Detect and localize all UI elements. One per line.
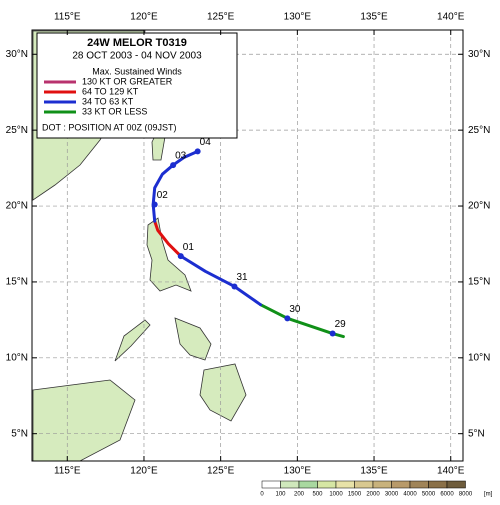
x-tick-label: 115°E bbox=[54, 12, 81, 23]
x-tick-label: 135°E bbox=[360, 12, 388, 23]
track-segment bbox=[153, 219, 183, 258]
scale-label: 0 bbox=[260, 492, 264, 498]
y-tick-label: 30°N bbox=[468, 49, 490, 60]
scale-swatch bbox=[261, 480, 281, 489]
scale-swatch bbox=[409, 480, 429, 489]
position-label: 31 bbox=[236, 272, 248, 283]
scale-swatch bbox=[354, 480, 374, 489]
scale-label: 500 bbox=[312, 492, 323, 498]
position-dot bbox=[194, 148, 201, 155]
track-segment bbox=[179, 254, 263, 307]
map-frame bbox=[31, 29, 464, 462]
scale-unit: [m] bbox=[484, 492, 493, 498]
y-tick-label: 25°N bbox=[468, 125, 490, 136]
mindanao bbox=[199, 363, 247, 422]
x-tick-label: 120°E bbox=[130, 12, 158, 23]
scale-swatch bbox=[298, 480, 318, 489]
visayas bbox=[174, 317, 212, 361]
x-tick-label: 130°E bbox=[284, 12, 312, 23]
y-tick-label: 5°N bbox=[11, 428, 28, 439]
y-tick-label: 20°N bbox=[468, 201, 490, 212]
y-tick-label: 10°N bbox=[6, 352, 28, 363]
y-tick-label: 10°N bbox=[468, 352, 490, 363]
x-tick-label: 135°E bbox=[360, 466, 388, 477]
position-dot bbox=[329, 330, 336, 337]
y-tick-label: 15°N bbox=[6, 277, 28, 288]
legend-note: DOT : POSITION AT 00Z (09JST) bbox=[42, 122, 177, 132]
scale-label: 8000 bbox=[459, 492, 473, 498]
scale-swatch bbox=[335, 480, 355, 489]
scale-swatch bbox=[317, 480, 337, 489]
scale-label: 1000 bbox=[329, 492, 343, 498]
scale-label: 200 bbox=[294, 492, 305, 498]
y-tick-label: 25°N bbox=[6, 125, 28, 136]
legend-box bbox=[36, 32, 238, 139]
track-segment bbox=[259, 303, 345, 339]
position-dot bbox=[284, 315, 291, 322]
scale-label: 5000 bbox=[422, 492, 436, 498]
scale-label: 4000 bbox=[403, 492, 417, 498]
legend-label: 33 KT OR LESS bbox=[82, 106, 147, 116]
scale-swatch bbox=[280, 480, 300, 489]
y-tick-label: 5°N bbox=[468, 428, 485, 439]
x-tick-label: 125°E bbox=[207, 12, 235, 23]
position-dot bbox=[231, 283, 238, 290]
position-label: 02 bbox=[157, 190, 169, 201]
scale-swatch bbox=[428, 480, 448, 489]
scale-label: 3000 bbox=[385, 492, 399, 498]
position-label: 29 bbox=[335, 319, 347, 330]
legend-label: 64 TO 129 KT bbox=[82, 86, 139, 96]
scale-label: 2000 bbox=[366, 492, 380, 498]
elevation-scale: 0 100 200 500 1000 1500 2000 3000 4000 5000 6000 80… bbox=[260, 480, 493, 498]
position-label: 04 bbox=[200, 137, 212, 148]
palawan bbox=[114, 319, 151, 362]
subtitle: 28 OCT 2003 - 04 NOV 2003 bbox=[72, 51, 202, 62]
y-tick-label: 20°N bbox=[6, 201, 28, 212]
position-label: 30 bbox=[289, 304, 301, 315]
position-label: 01 bbox=[183, 242, 195, 253]
title: 24W MELOR T0319 bbox=[87, 37, 187, 49]
y-tick-label: 15°N bbox=[468, 277, 490, 288]
legend-label: 130 KT OR GREATER bbox=[82, 76, 173, 86]
x-tick-label: 140°E bbox=[437, 466, 465, 477]
position-dot bbox=[177, 253, 184, 260]
scale-swatch bbox=[372, 480, 392, 489]
position-dot bbox=[151, 201, 158, 208]
x-tick-label: 140°E bbox=[437, 12, 465, 23]
scale-swatch bbox=[446, 480, 466, 489]
track: 29 30 31 01 02 03 04 bbox=[151, 137, 347, 339]
scale-label: 6000 bbox=[440, 492, 454, 498]
x-tick-label: 125°E bbox=[207, 466, 235, 477]
x-tick-label: 120°E bbox=[130, 466, 158, 477]
legend-label: 34 TO 63 KT bbox=[82, 96, 134, 106]
legend-heading: Max. Sustained Winds bbox=[92, 66, 182, 76]
x-tick-label: 130°E bbox=[284, 466, 312, 477]
scale-label: 1500 bbox=[348, 492, 362, 498]
position-label: 03 bbox=[175, 151, 187, 162]
y-tick-label: 30°N bbox=[6, 49, 28, 60]
scale-label: 100 bbox=[275, 492, 286, 498]
scale-swatch bbox=[391, 480, 411, 489]
position-dot bbox=[170, 162, 177, 169]
x-tick-label: 115°E bbox=[54, 466, 81, 477]
